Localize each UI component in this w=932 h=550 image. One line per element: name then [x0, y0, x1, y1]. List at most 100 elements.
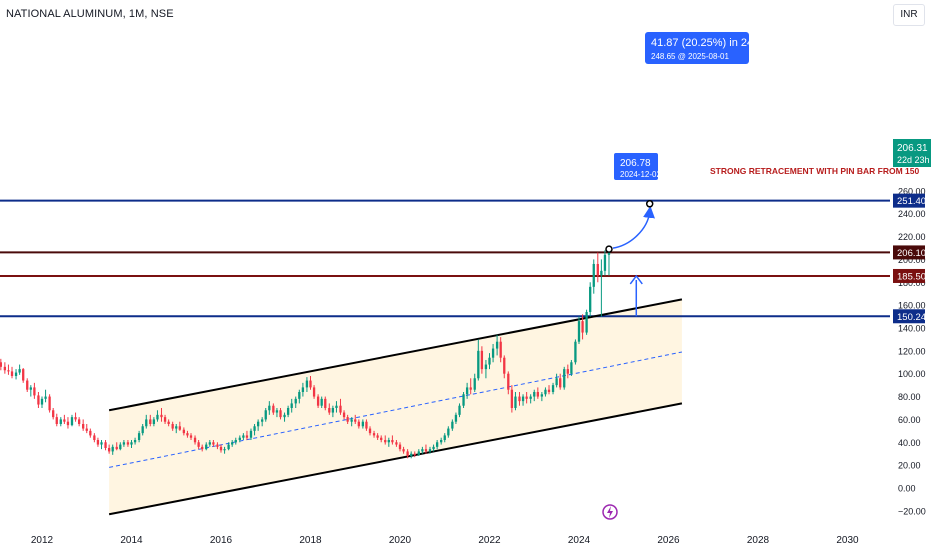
candle-144 [533, 389, 536, 402]
candle-body [503, 357, 506, 374]
candle-49 [178, 421, 181, 431]
candle-body [491, 348, 495, 358]
candle-body [301, 387, 305, 392]
candle-80 [294, 396, 297, 408]
candle-body [130, 442, 133, 445]
candle-8 [26, 378, 29, 392]
candle-body [607, 252, 611, 255]
candle-159 [589, 282, 592, 317]
candle-body [111, 446, 114, 452]
candle-body [402, 449, 405, 452]
candle-body [77, 419, 81, 424]
candle-body [328, 407, 331, 413]
candle-body [559, 378, 562, 388]
candle-body [294, 398, 297, 404]
x-tick-label: 2016 [210, 535, 233, 546]
candle-84 [309, 375, 312, 390]
candle-body [451, 421, 454, 429]
candle-body [577, 321, 581, 342]
level-badge-bg [893, 309, 925, 324]
candle-body [342, 412, 346, 418]
level-badge-2: 206.10 [893, 245, 926, 260]
candle-body [499, 341, 502, 358]
candle-body [410, 453, 413, 456]
candle-46 [167, 419, 170, 427]
candle-86 [316, 394, 320, 408]
candle-126 [465, 382, 469, 399]
candle-body [432, 446, 435, 450]
candle-5 [14, 369, 18, 380]
candle-38 [137, 430, 141, 443]
currency-button[interactable]: INR [893, 4, 925, 26]
candle-10 [33, 382, 36, 399]
x-tick-label: 2024 [568, 535, 591, 546]
candle-134 [495, 334, 499, 356]
candle-20 [70, 414, 74, 427]
candle-body [33, 387, 36, 396]
candle-109 [402, 446, 405, 454]
candle-19 [66, 417, 70, 429]
candle-body [544, 389, 547, 395]
candle-body [529, 396, 532, 399]
candle-body [171, 423, 174, 429]
channel-mid-line [109, 351, 683, 468]
candle-127 [469, 378, 472, 395]
candle-body [55, 417, 58, 424]
candle-151 [559, 373, 562, 390]
projection-curve [612, 205, 655, 249]
candle-body [600, 270, 603, 276]
candle-body [186, 433, 189, 436]
candle-58 [212, 439, 215, 447]
candle-body [443, 435, 446, 440]
candle-body [100, 442, 103, 445]
candle-body [115, 446, 118, 450]
candle-96 [354, 414, 357, 424]
candle-body [149, 419, 152, 424]
candle-137 [507, 371, 510, 395]
lightning-icon-bolt [607, 506, 613, 518]
candle-40 [145, 414, 148, 429]
candle-135 [499, 337, 502, 363]
candle-26 [93, 433, 96, 443]
candle-body [63, 419, 66, 422]
candle-body [570, 362, 573, 374]
candle-body [536, 391, 539, 397]
candle-132 [488, 353, 491, 370]
candle-85 [312, 385, 316, 399]
candle-body [424, 449, 428, 452]
candle-61 [223, 446, 226, 454]
y-tick-label: −20.00 [898, 506, 926, 516]
level-badge-3: 185.50 [893, 268, 926, 283]
candle-63 [231, 439, 234, 447]
candle-body [335, 405, 338, 408]
candle-57 [208, 439, 211, 447]
candle-body [156, 414, 159, 420]
candle-body [197, 442, 200, 447]
candle-body [350, 419, 353, 422]
candle-body [428, 449, 432, 452]
candle-128 [473, 373, 476, 392]
y-tick-label: 260.00 [898, 186, 926, 196]
candle-155 [574, 339, 577, 365]
candle-body [507, 373, 510, 390]
candle-body [7, 370, 10, 372]
candle-body [521, 396, 525, 402]
candle-body [104, 442, 107, 448]
candle-body [22, 369, 25, 381]
candle-111 [410, 451, 413, 459]
candle-body [368, 428, 372, 434]
candle-35 [126, 439, 130, 447]
candle-95 [350, 417, 353, 427]
candle-body [495, 341, 499, 349]
candle-body [223, 449, 226, 451]
candle-body [74, 417, 77, 420]
candle-37 [133, 437, 137, 445]
candle-body [272, 405, 275, 413]
candle-31 [111, 444, 114, 455]
candle-50 [182, 427, 186, 436]
candle-body [454, 414, 458, 422]
measure-label-price: 206.78 [620, 158, 651, 169]
candle-4 [10, 366, 14, 379]
candle-136 [503, 355, 506, 379]
candle-125 [462, 391, 465, 408]
